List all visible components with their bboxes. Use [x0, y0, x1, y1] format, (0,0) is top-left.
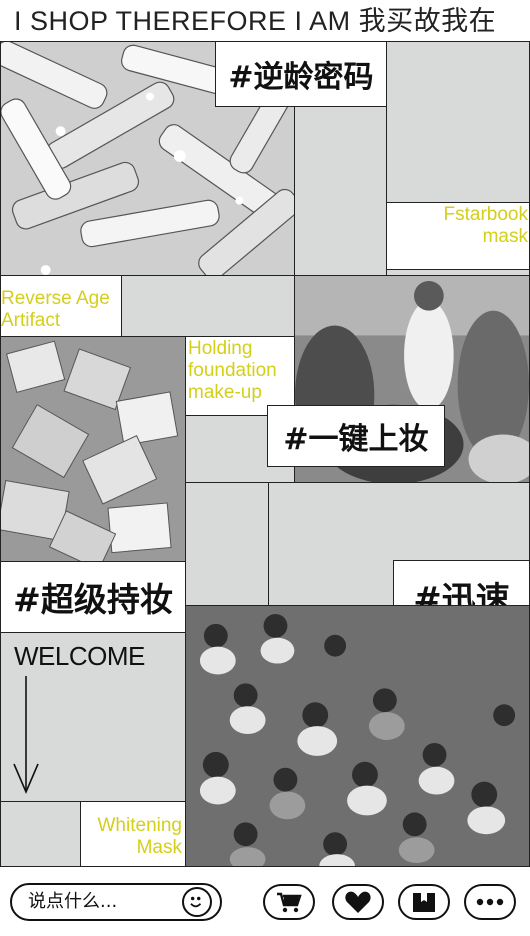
page-header: I SHOP THEREFORE I AM 我买故我在	[0, 0, 530, 42]
panel-row2-gray	[121, 275, 295, 337]
comment-input-placeholder: 说点什么...	[28, 891, 118, 912]
arrow-down-icon	[13, 676, 39, 795]
smiley-icon[interactable]	[182, 887, 212, 917]
caption-fstarbook-box[interactable]	[386, 202, 530, 270]
cart-button[interactable]	[263, 884, 315, 920]
caption-fstarbook-line1: Fstarbook	[443, 204, 528, 225]
panel-mid-gray	[294, 106, 387, 276]
box-button[interactable]	[398, 884, 450, 920]
tag-one-click[interactable]: #一键上妆	[267, 405, 445, 467]
caption-reverse-line2: Artifact	[1, 310, 61, 331]
caption-holding-box[interactable]	[185, 336, 295, 416]
tag-super-hold-label: #超级持妆	[13, 580, 173, 619]
caption-reverse-line1: Reverse Age	[1, 288, 110, 309]
caption-fstarbook: Fstarbook mask	[444, 204, 528, 248]
welcome-panel[interactable]	[0, 632, 186, 802]
caption-whitening: Whitening Mask	[82, 815, 183, 859]
tag-anti-aging-label: #逆龄密码	[228, 60, 374, 95]
caption-whitening-line2: Mask	[136, 837, 182, 858]
crowd-photo[interactable]	[185, 605, 530, 867]
box-icon	[413, 893, 435, 912]
tag-one-click-label: #一键上妆	[283, 422, 429, 457]
header-title: I SHOP THEREFORE I AM 我买故我在	[14, 6, 497, 36]
heart-icon	[345, 891, 371, 913]
tag-anti-aging[interactable]: #逆龄密码	[215, 41, 387, 107]
panel-top-right	[386, 41, 530, 203]
caption-holding: Holding foundation make-up	[188, 338, 277, 404]
caption-reverse-age: Reverse Age Artifact	[1, 288, 110, 332]
like-button[interactable]	[332, 884, 384, 920]
tag-super-hold[interactable]: #超级持妆	[0, 561, 186, 633]
boxes-photo[interactable]	[0, 336, 186, 562]
caption-holding-line3: make-up	[188, 382, 262, 403]
cart-icon	[277, 892, 302, 913]
caption-holding-line1: Holding	[188, 338, 253, 359]
caption-whitening-box[interactable]	[80, 801, 186, 867]
comment-input[interactable]: 说点什么...	[10, 883, 222, 921]
caption-fstarbook-line2: mask	[482, 226, 528, 247]
more-button[interactable]	[464, 884, 516, 920]
caption-whitening-line1: Whitening	[97, 815, 183, 836]
bottom-toolbar: 说点什么...	[0, 866, 530, 936]
more-icon	[476, 898, 504, 906]
panel-bottom-left	[0, 801, 81, 867]
caption-holding-line2: foundation	[188, 360, 277, 381]
panel-row4-left	[185, 482, 269, 606]
welcome-label: WELCOME	[14, 641, 145, 671]
